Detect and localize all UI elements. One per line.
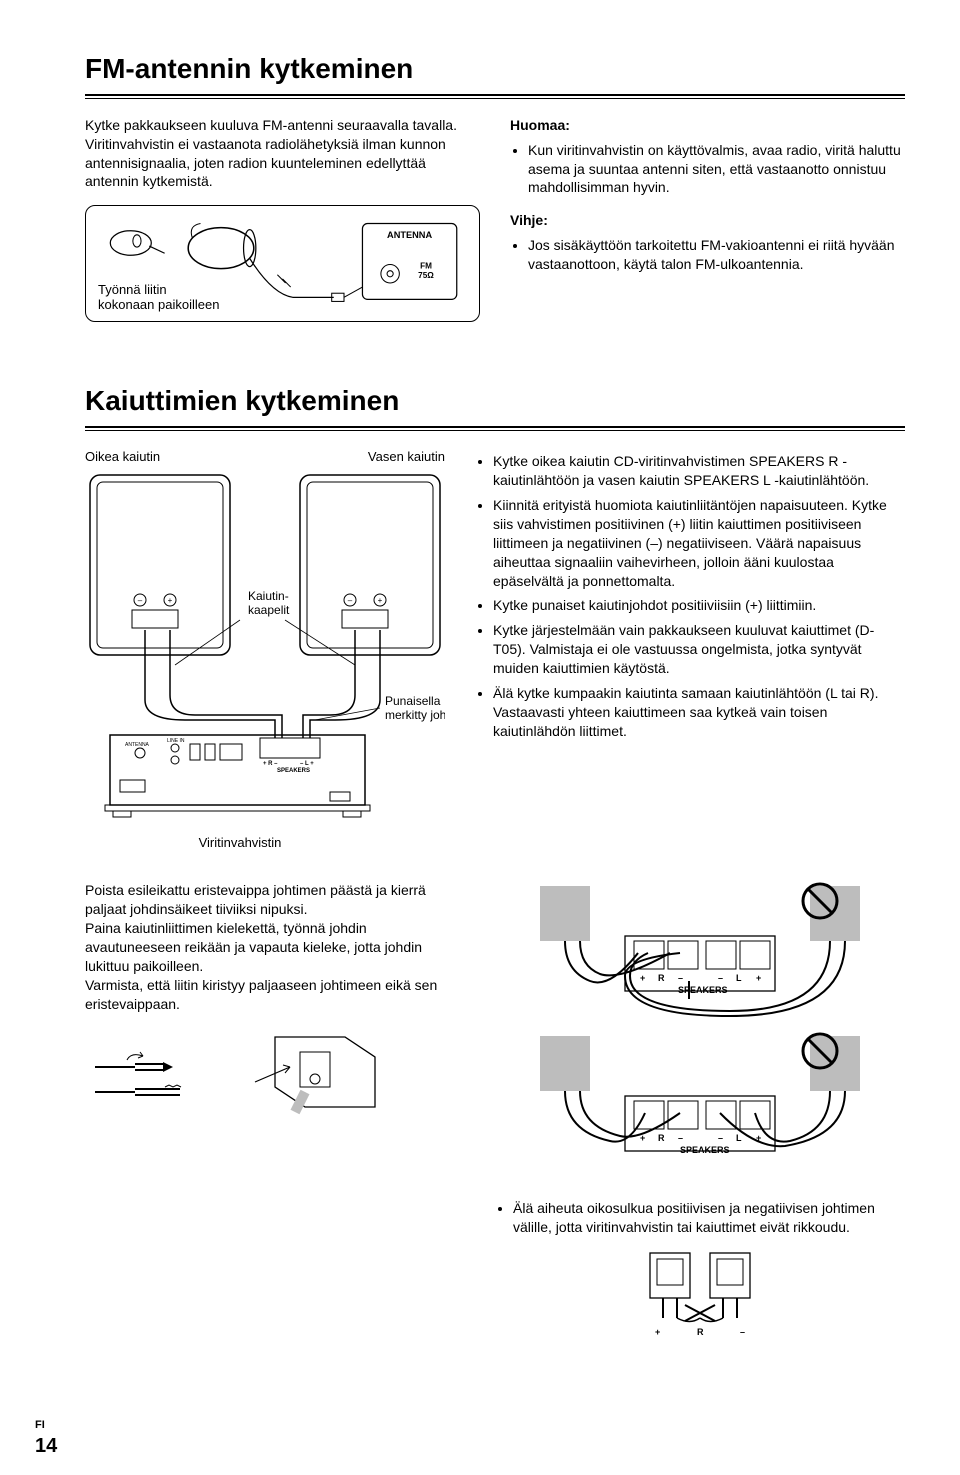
- tip-heading: Vihje:: [510, 211, 905, 230]
- svg-text:–: –: [718, 1133, 723, 1143]
- tip-item: Jos sisäkäyttöön tarkoitettu FM-vakioant…: [528, 236, 905, 274]
- label-receiver: Viritinvahvistin: [35, 834, 445, 852]
- bullet-4: Älä kytke kumpaakin kaiutinta samaan kai…: [493, 684, 905, 741]
- svg-text:FM: FM: [420, 262, 432, 271]
- note-item: Kun viritinvahvistin on käyttövalmis, av…: [528, 141, 905, 198]
- svg-text:L: L: [736, 1133, 742, 1143]
- speaker-bullets: Kytke oikea kaiutin CD-viritinvahvistime…: [475, 452, 905, 740]
- fig-caption-line2: kokonaan paikoilleen: [98, 298, 219, 313]
- prohibited-diagram-1: + R – – L + SPEAKERS: [530, 881, 870, 1021]
- wire-prep-figures: [85, 1027, 465, 1127]
- prohibited-diagram-2: +R– –L+ SPEAKERS: [530, 1031, 870, 1181]
- section2-title: Kaiuttimien kytkeminen: [85, 382, 905, 428]
- svg-text:+: +: [640, 973, 645, 983]
- svg-text:SPEAKERS: SPEAKERS: [277, 768, 310, 774]
- label-right-speaker: Oikea kaiutin: [85, 448, 160, 466]
- svg-text:+: +: [655, 1327, 660, 1337]
- svg-text:ANTENNA: ANTENNA: [387, 230, 432, 240]
- svg-text:L: L: [736, 973, 742, 983]
- bullet-2: Kytke punaiset kaiutinjohdot positiiviis…: [493, 596, 905, 615]
- svg-text:–: –: [718, 973, 723, 983]
- svg-text:kaapelit: kaapelit: [248, 603, 290, 617]
- svg-text:–: –: [348, 596, 353, 605]
- note-heading: Huomaa:: [510, 116, 905, 135]
- svg-text:R: R: [658, 1133, 665, 1143]
- svg-text:–: –: [678, 973, 683, 983]
- svg-text:+: +: [168, 596, 173, 605]
- svg-text:SPEAKERS: SPEAKERS: [678, 985, 728, 995]
- svg-text:+ R –: + R –: [263, 761, 278, 767]
- svg-text:Punaisella: Punaisella: [385, 694, 441, 708]
- bullet-3: Kytke järjestelmään vain pakkaukseen kuu…: [493, 621, 905, 678]
- antenna-figure: ANTENNA FM 75Ω Työnnä liitin kokonaan pa…: [85, 205, 480, 322]
- section1-title: FM-antennin kytkeminen: [85, 50, 905, 96]
- svg-text:R: R: [697, 1327, 704, 1337]
- svg-text:Kaiutin-: Kaiutin-: [248, 589, 289, 603]
- svg-text:ANTENNA: ANTENNA: [125, 742, 150, 748]
- svg-text:merkitty johto: merkitty johto: [385, 708, 445, 722]
- svg-text:+: +: [378, 596, 383, 605]
- short-circuit-figure: + R –: [615, 1243, 785, 1338]
- svg-text:–: –: [740, 1327, 745, 1337]
- svg-text:– L +: – L +: [300, 761, 314, 767]
- fig-caption-line1: Työnnä liitin: [98, 283, 219, 298]
- label-left-speaker: Vasen kaiutin: [368, 448, 445, 466]
- speaker-wiring-diagram: – + – + Kaiutin- kaapelit: [85, 470, 445, 852]
- bullet-0: Kytke oikea kaiutin CD-viritinvahvistime…: [493, 452, 905, 490]
- svg-text:75Ω: 75Ω: [418, 271, 434, 280]
- svg-text:R: R: [658, 973, 665, 983]
- svg-text:LINE IN: LINE IN: [167, 738, 185, 744]
- wire-instructions: Poista esileikattu eristevaippa johtimen…: [85, 881, 465, 1013]
- svg-text:–: –: [138, 596, 143, 605]
- svg-text:+: +: [756, 973, 761, 983]
- page-number: FI 14: [35, 1418, 57, 1460]
- bullet-1: Kiinnitä erityistä huomiota kaiutinliitä…: [493, 496, 905, 590]
- svg-text:SPEAKERS: SPEAKERS: [680, 1145, 730, 1155]
- section1-intro: Kytke pakkaukseen kuuluva FM-antenni seu…: [85, 116, 480, 192]
- svg-text:–: –: [678, 1133, 683, 1143]
- short-circuit-warning: Älä aiheuta oikosulkua positiivisen ja n…: [513, 1199, 905, 1237]
